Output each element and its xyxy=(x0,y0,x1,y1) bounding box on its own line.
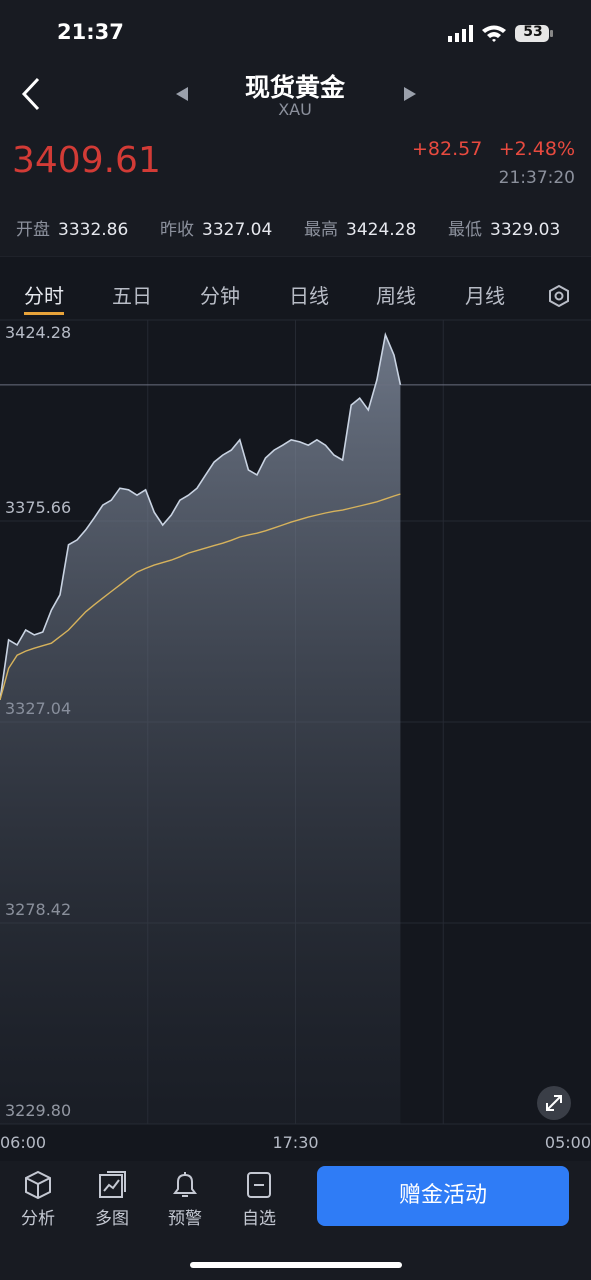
stat-value: 3329.03 xyxy=(490,220,561,240)
tab-indicator xyxy=(24,312,64,315)
x-tick-label: 06:00 xyxy=(0,1133,46,1152)
chart: 06:0017:3005:003424.283375.663327.043278… xyxy=(0,256,591,1152)
toolbar-item[interactable]: 自选 xyxy=(229,1170,289,1229)
price-area xyxy=(0,334,401,1124)
tab[interactable]: 五日 xyxy=(112,284,152,308)
y-tick-label: 3375.66 xyxy=(5,498,71,517)
battery-level: 53 xyxy=(523,24,543,40)
change: +82.57 xyxy=(412,138,483,160)
header-panel xyxy=(0,0,591,256)
stat-value: 3327.04 xyxy=(202,220,273,240)
icon xyxy=(247,1172,271,1198)
x-tick-label: 17:30 xyxy=(272,1133,318,1152)
expand-button[interactable] xyxy=(537,1086,571,1120)
x-tick-label: 05:00 xyxy=(545,1133,591,1152)
icon xyxy=(99,1171,126,1198)
icon xyxy=(173,1172,197,1197)
stat-label: 最低 xyxy=(448,220,482,240)
toolbar-item[interactable]: 多图 xyxy=(82,1170,142,1229)
home-indicator xyxy=(190,1262,402,1268)
subtitle: XAU xyxy=(278,100,312,119)
icon xyxy=(25,1170,51,1200)
toolbar-label: 预警 xyxy=(168,1209,202,1229)
stat: 昨收 3327.04 xyxy=(160,215,272,240)
y-tick-label: 3424.28 xyxy=(5,323,71,342)
price-line xyxy=(0,332,402,700)
tab[interactable]: 周线 xyxy=(376,284,416,308)
settings-button[interactable] xyxy=(547,284,571,308)
toolbar-label: 自选 xyxy=(242,1209,276,1229)
stat: 最低 3329.03 xyxy=(448,215,560,240)
toolbar-item[interactable]: 预警 xyxy=(155,1170,215,1229)
tab[interactable]: 分时 xyxy=(24,284,64,308)
stat-value: 3332.86 xyxy=(58,220,129,240)
stat-label: 最高 xyxy=(304,220,338,240)
prev-button[interactable] xyxy=(174,86,190,102)
promo-button[interactable]: 赠金活动 xyxy=(317,1166,569,1226)
next-button[interactable] xyxy=(402,86,418,102)
stat-label: 昨收 xyxy=(160,220,194,240)
stat-value: 3424.28 xyxy=(346,220,417,240)
status-icons xyxy=(448,25,553,42)
tab[interactable]: 月线 xyxy=(465,284,505,308)
tab[interactable]: 日线 xyxy=(289,284,329,308)
stat: 开盘 3332.86 xyxy=(16,215,128,240)
toolbar-label: 分析 xyxy=(21,1209,55,1229)
average-line xyxy=(0,493,401,700)
quote-time: 21:37:20 xyxy=(498,168,575,188)
title: 现货黄金 xyxy=(244,73,345,102)
price: 3409.61 xyxy=(12,140,161,181)
stat-label: 开盘 xyxy=(16,220,50,240)
stat: 最高 3424.28 xyxy=(304,215,416,240)
change-percent: +2.48% xyxy=(498,138,575,160)
back-button[interactable] xyxy=(18,76,44,112)
tab[interactable]: 分钟 xyxy=(200,284,240,308)
toolbar-label: 多图 xyxy=(95,1209,129,1229)
toolbar-item[interactable]: 分析 xyxy=(8,1170,68,1229)
status-time: 21:37 xyxy=(57,20,124,44)
